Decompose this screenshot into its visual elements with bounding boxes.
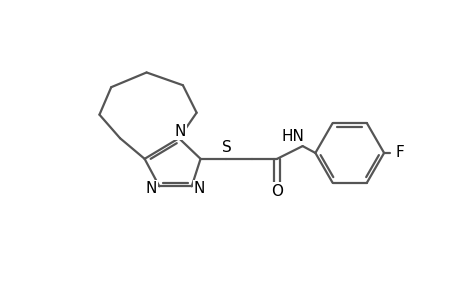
Text: N: N [193, 181, 205, 196]
Text: N: N [146, 181, 157, 196]
Text: F: F [395, 146, 403, 160]
Text: O: O [270, 184, 282, 199]
Text: N: N [174, 124, 185, 139]
Text: HN: HN [281, 129, 303, 144]
Text: S: S [222, 140, 231, 154]
